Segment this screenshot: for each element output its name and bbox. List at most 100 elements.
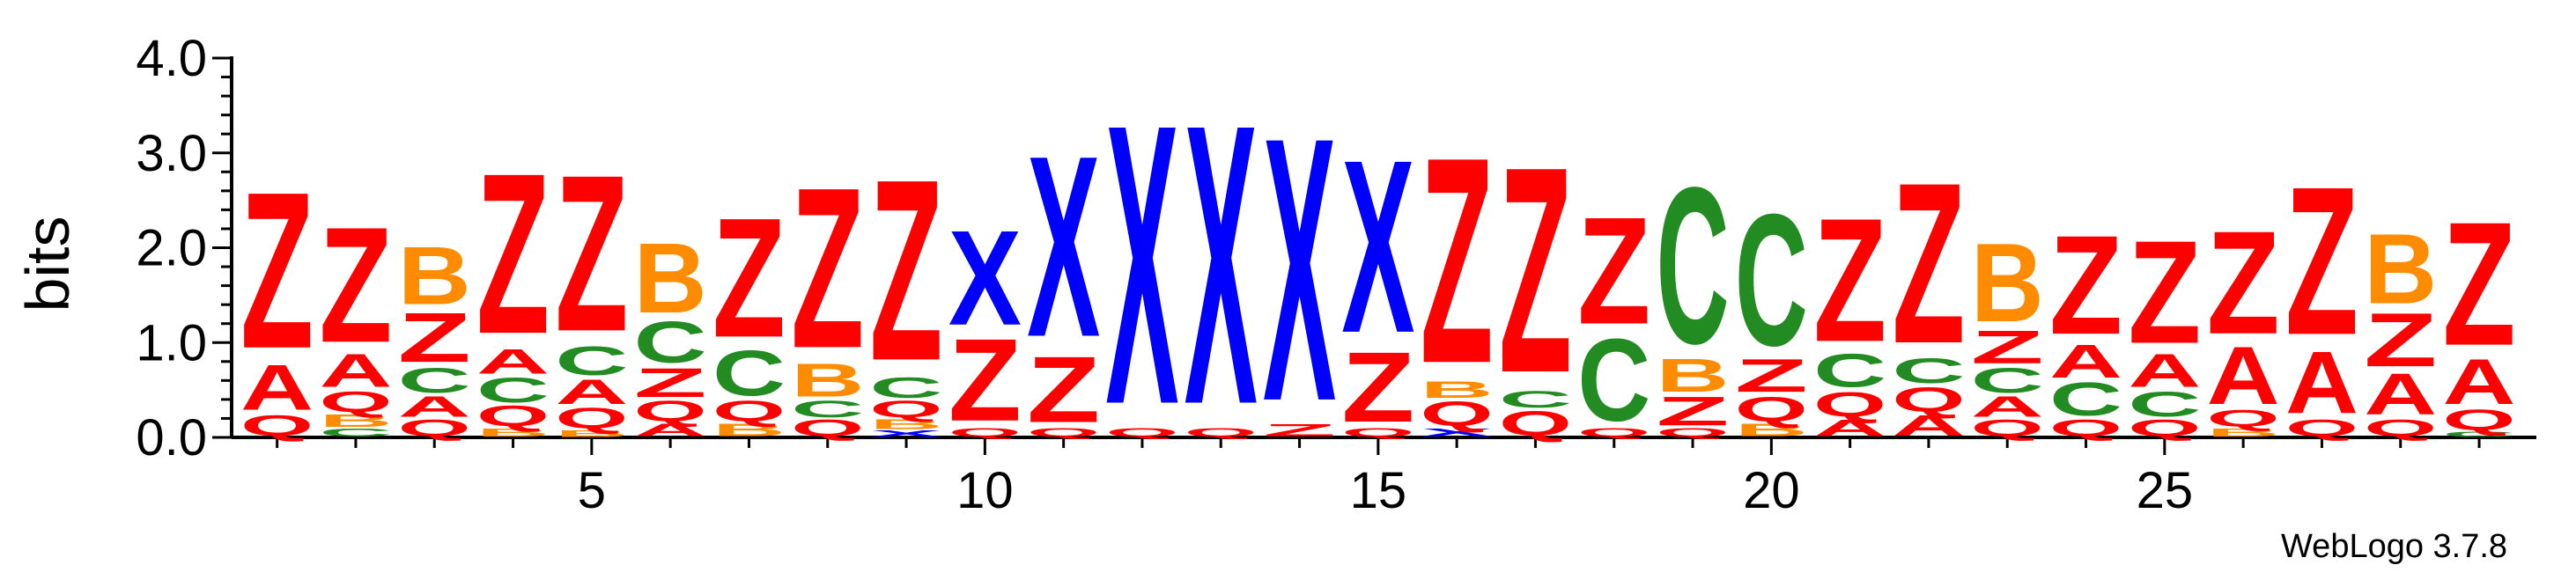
logo-letter-x: X — [1105, 40, 1179, 488]
logo-letter-z: Z — [2049, 207, 2122, 364]
logo-letter-q: Q — [1499, 404, 1572, 444]
logo-letter-x: X — [1341, 109, 1414, 385]
logo-column: QZX — [948, 202, 1022, 445]
logo-letter-b: B — [634, 224, 707, 334]
logo-letter-z: Z — [2128, 210, 2201, 375]
logo-letter-z: Z — [1263, 421, 1336, 440]
logo-letter-c: C — [2049, 373, 2122, 426]
logo-letter-q: Q — [870, 396, 943, 422]
logo-letter-z: Z — [712, 184, 786, 373]
logo-letter-a: A — [319, 344, 392, 397]
logo-letter-c: C — [1892, 351, 1965, 391]
logo-letter-z: Z — [1813, 182, 1886, 379]
x-tick-label: 20 — [1743, 462, 1800, 519]
logo-letter-q: Q — [398, 415, 471, 442]
logo-letter-q: Q — [319, 385, 392, 419]
logo-letter-x: X — [1263, 59, 1337, 480]
logo-column: QAZ — [2285, 143, 2358, 441]
logo-letter-q: Q — [2285, 415, 2358, 442]
x-tick-label: 15 — [1350, 462, 1407, 519]
logo-letter-q: Q — [1105, 426, 1178, 439]
logo-letter-c: C — [870, 371, 943, 403]
logo-letter-q: Q — [2364, 415, 2437, 442]
logo-column: ZX — [1263, 59, 1337, 480]
logo-letter-c: C — [1735, 176, 1808, 385]
logo-letter-z: Z — [1735, 349, 1808, 402]
logo-letter-c: C — [555, 338, 628, 384]
logo-letter-a: A — [2443, 346, 2516, 418]
logo-column: QZX — [1341, 109, 1414, 444]
logo-letter-z: Z — [1027, 336, 1100, 442]
logo-letter-b: B — [2207, 426, 2280, 439]
logo-letter-a: A — [634, 421, 707, 440]
logo-column: QX — [1185, 40, 1258, 488]
logo-letter-z: Z — [2285, 143, 2358, 379]
logo-letter-z: Z — [870, 126, 943, 415]
logo-letter-a: A — [1971, 390, 2044, 422]
logo-letter-q: Q — [1735, 389, 1808, 429]
logo-letter-q: Q — [1027, 426, 1100, 439]
logo-letter-q: Q — [1185, 426, 1258, 439]
logo-letter-z: Z — [1421, 97, 1494, 425]
logo-letter-q: Q — [555, 401, 628, 435]
logo-letter-c: C — [791, 395, 864, 422]
logo-letter-b: B — [476, 426, 550, 439]
logo-letter-a: A — [1892, 408, 1965, 441]
logo-letter-z: Z — [240, 147, 314, 396]
logo-letter-q: Q — [2443, 403, 2516, 437]
logo-letter-q: Q — [2049, 415, 2122, 442]
logo-letter-q: Q — [948, 426, 1022, 439]
logo-letter-q: Q — [1341, 426, 1414, 439]
logo-letter-b: B — [791, 354, 864, 407]
logo-letter-z: Z — [1892, 136, 1965, 392]
logo-letter-b: B — [398, 231, 471, 322]
logo-letter-c: C — [712, 338, 786, 410]
logo-letter-q: Q — [634, 394, 707, 428]
logo-letter-a: A — [1813, 415, 1886, 441]
logo-letter-q: Q — [2207, 406, 2280, 432]
logo-letter-a: A — [240, 352, 314, 424]
logo-letter-b: B — [870, 416, 943, 432]
logo-letter-z: Z — [2364, 297, 2437, 383]
logo-letter-q: Q — [1813, 385, 1886, 424]
logo-column: QCZ — [1577, 187, 1650, 446]
y-axis: 0.0 1.0 2.0 3.0 4.0 — [136, 30, 233, 466]
logo-letter-z: Z — [2443, 186, 2516, 383]
logo-letter-b: B — [1421, 377, 1494, 403]
logo-letter-a: A — [2364, 362, 2437, 428]
logo-letter-b: B — [1971, 220, 2044, 346]
logo-letter-x: X — [948, 202, 1022, 354]
logo-letter-a: A — [476, 342, 550, 382]
logo-letter-a: A — [2128, 344, 2201, 397]
logo-letter-z: Z — [2207, 201, 2280, 365]
logo-letter-z: Z — [948, 314, 1022, 446]
logo-letter-b: B — [712, 421, 786, 440]
logo-letter-c: C — [1577, 315, 1650, 446]
logo-letter-z: Z — [791, 141, 864, 397]
logo-letter-c: C — [476, 371, 550, 410]
logo-letter-a: A — [2049, 335, 2122, 388]
logo-letter-c: C — [2443, 430, 2516, 438]
logo-column: QCZ — [1499, 106, 1572, 444]
y-tick-label: 3.0 — [136, 125, 207, 182]
logo-letter-q: Q — [1577, 426, 1650, 439]
logo-letter-c: C — [398, 361, 471, 400]
x-tick-label: 25 — [2137, 462, 2194, 519]
logo-letter-z: Z — [398, 298, 471, 378]
logo-letter-c: C — [1971, 361, 2044, 400]
logo-letter-q: Q — [791, 415, 864, 442]
logo-letter-z: Z — [476, 127, 550, 383]
